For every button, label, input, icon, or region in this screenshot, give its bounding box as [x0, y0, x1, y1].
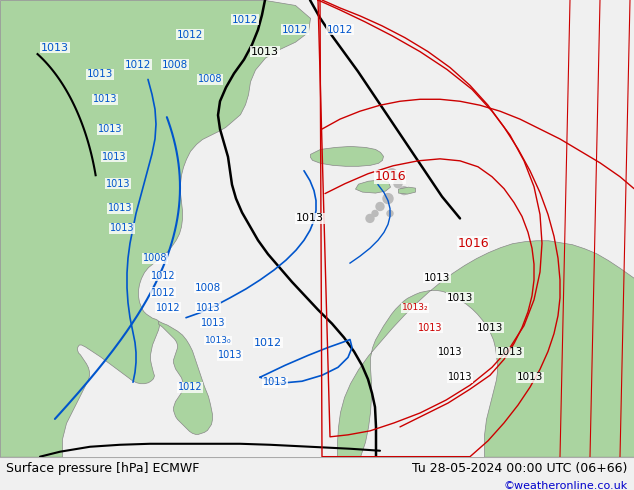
Text: 1008: 1008	[195, 283, 221, 293]
Text: 1013: 1013	[93, 94, 117, 104]
Text: 1013: 1013	[41, 43, 69, 52]
Circle shape	[366, 215, 374, 222]
Text: 1013: 1013	[98, 124, 122, 134]
Text: 1012: 1012	[156, 303, 180, 313]
Circle shape	[394, 180, 402, 188]
Text: 1013: 1013	[517, 372, 543, 382]
Circle shape	[376, 202, 384, 211]
Circle shape	[400, 187, 408, 195]
Text: 1013: 1013	[101, 152, 126, 162]
Circle shape	[383, 194, 393, 203]
Text: 1012: 1012	[125, 59, 151, 70]
Text: 1012: 1012	[151, 271, 176, 281]
Text: 1013: 1013	[108, 203, 133, 214]
Text: 1013: 1013	[447, 293, 473, 303]
Text: 1013: 1013	[497, 347, 523, 357]
Text: 1013: 1013	[251, 47, 279, 57]
Text: Surface pressure [hPa] ECMWF: Surface pressure [hPa] ECMWF	[6, 462, 200, 475]
Text: 1012: 1012	[151, 288, 176, 298]
Text: ©weatheronline.co.uk: ©weatheronline.co.uk	[503, 481, 628, 490]
Text: 1013₀: 1013₀	[205, 336, 231, 345]
Text: 1013: 1013	[296, 214, 324, 223]
Text: 1013: 1013	[196, 303, 220, 313]
Text: 1008: 1008	[162, 59, 188, 70]
Text: 1013: 1013	[201, 318, 225, 328]
Text: 1012: 1012	[232, 15, 258, 25]
Text: 1013₂: 1013₂	[402, 303, 429, 312]
Text: 1013: 1013	[448, 372, 472, 382]
Circle shape	[387, 211, 393, 217]
Text: 1013: 1013	[437, 347, 462, 357]
Text: 1013: 1013	[106, 179, 130, 189]
Text: 1013: 1013	[424, 273, 450, 283]
Text: Tu 28-05-2024 00:00 UTC (06+66): Tu 28-05-2024 00:00 UTC (06+66)	[412, 462, 628, 475]
Text: 1016: 1016	[457, 237, 489, 250]
Text: 1012: 1012	[178, 382, 202, 392]
Text: 1013: 1013	[110, 223, 134, 233]
Text: 1013: 1013	[477, 322, 503, 333]
Circle shape	[372, 211, 378, 217]
Text: 1012: 1012	[177, 30, 203, 40]
Text: 1013: 1013	[262, 377, 287, 387]
Text: 1016: 1016	[374, 170, 406, 183]
Text: 1013: 1013	[418, 322, 443, 333]
Text: 1012: 1012	[254, 338, 282, 347]
Text: 1008: 1008	[143, 253, 167, 263]
Circle shape	[397, 174, 403, 180]
Text: 1008: 1008	[198, 74, 223, 84]
Circle shape	[387, 169, 397, 179]
Text: 1013: 1013	[87, 70, 113, 79]
Text: 1013: 1013	[217, 350, 242, 361]
Text: 1012: 1012	[327, 25, 353, 35]
Text: 1012: 1012	[281, 25, 308, 35]
